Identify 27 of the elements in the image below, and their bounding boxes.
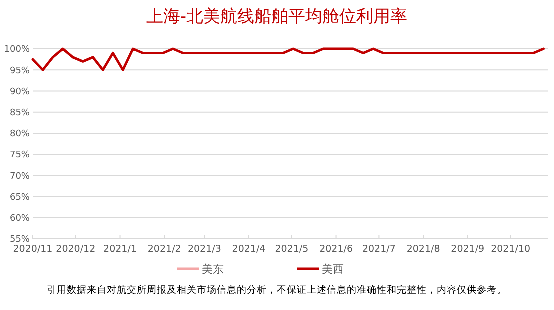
legend-label: 美西 [322, 262, 344, 276]
y-tick-label: 55% [10, 235, 30, 246]
y-tick-label: 85% [10, 108, 30, 118]
y-tick-label: 95% [10, 66, 30, 76]
x-tick-label: 2021/1 [104, 244, 137, 255]
x-tick-label: 2021/4 [232, 244, 266, 255]
x-tick-label: 2021/10 [491, 244, 531, 255]
x-tick-label: 2020/11 [13, 244, 53, 255]
y-tick-label: 100% [4, 45, 30, 56]
y-tick-label: 65% [10, 192, 30, 203]
line-series [32, 48, 545, 72]
y-tick-label: 70% [10, 172, 30, 182]
text: 引用数据来自对航交所周报及相关市场信息的分析，不保证上述信息的准确性和完整性，内容仅供参考。 [47, 284, 507, 296]
x-tick-label: 2021/7 [362, 244, 396, 255]
x-tick-label: 2021/5 [275, 244, 309, 255]
x-tick-label: 2021/8 [406, 244, 440, 255]
y-tick-label: 75% [10, 150, 30, 161]
y-tick-label: 60% [10, 214, 30, 224]
legend-label: 美东 [202, 262, 224, 276]
x-tick-label: 2021/2 [148, 244, 182, 255]
y-tick-label: 90% [10, 87, 30, 98]
y-tick-label: 80% [10, 130, 30, 140]
x-tick-label: 2021/3 [188, 244, 222, 255]
chart-title: 上海-北美航线船舶平均舱位利用率 [146, 7, 408, 27]
x-tick-label: 2021/6 [320, 244, 353, 255]
x-tick-label: 2021/9 [451, 244, 485, 255]
x-tick-label: 2020/12 [56, 244, 96, 255]
